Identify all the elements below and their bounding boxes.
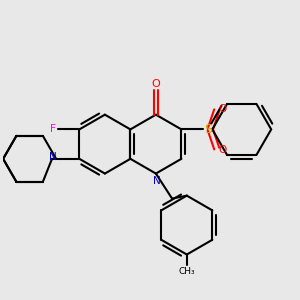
Text: O: O xyxy=(152,79,160,89)
Text: S: S xyxy=(204,123,212,136)
Text: N: N xyxy=(49,152,57,162)
Text: F: F xyxy=(50,124,56,134)
Text: CH₃: CH₃ xyxy=(178,267,195,276)
Text: N: N xyxy=(154,176,161,186)
Text: O: O xyxy=(218,104,226,114)
Text: O: O xyxy=(218,145,226,155)
